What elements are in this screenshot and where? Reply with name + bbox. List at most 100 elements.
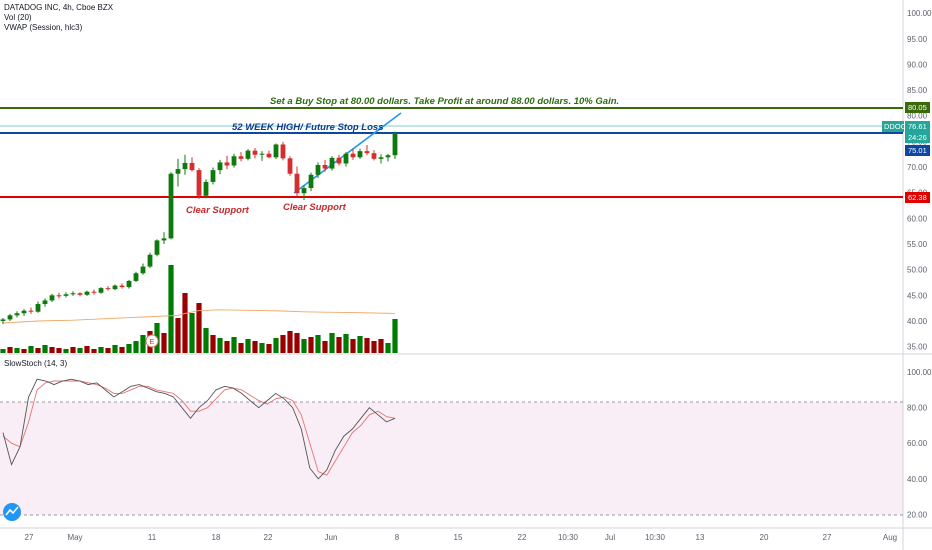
candle-body (301, 188, 307, 194)
candle-body (329, 157, 335, 169)
price-axis-label: 85.00 (907, 86, 928, 95)
stochastic-lines (2, 378, 396, 480)
volume-bar (140, 335, 146, 353)
candle-body (105, 288, 111, 290)
time-axis-label: Jun (325, 533, 338, 542)
candle-body (280, 144, 286, 159)
candle-body (140, 266, 146, 274)
stoch-axis-label: 40.00 (907, 475, 928, 484)
volume-bar (21, 349, 27, 353)
candle-body (385, 155, 391, 158)
price-axis[interactable]: 100.0095.0090.0085.0080.0075.0070.0065.0… (907, 9, 932, 351)
time-axis-label: 15 (454, 533, 463, 542)
candle-body (196, 170, 202, 196)
volume-bar (119, 347, 125, 353)
volume-bar (63, 349, 69, 353)
candle-body (287, 158, 293, 174)
candle-body (168, 173, 174, 239)
volume-bar (357, 336, 363, 353)
volume-bar (98, 347, 104, 353)
candle-body (357, 151, 363, 158)
volume-bar (203, 328, 209, 353)
candle-body (49, 295, 55, 301)
candle-body (210, 170, 216, 182)
volume-bar (133, 341, 139, 353)
volume-bar (343, 334, 349, 353)
earnings-marker-label: E (150, 339, 155, 346)
candle-body (63, 294, 69, 296)
time-axis[interactable]: 27 May 11 18 22 Jun 8 15 22 10:30 Jul 10:30 13 20 27 Au… (25, 533, 898, 542)
volume-bar (14, 348, 20, 353)
price-tag-green: 80.05 (905, 102, 930, 113)
symbol-title[interactable]: DATADOG INC, 4h, Cboe BZX (4, 3, 114, 12)
volume-bar (392, 319, 398, 353)
volume-legend[interactable]: Vol (20) (4, 13, 32, 22)
price-axis-label: 55.00 (907, 240, 928, 249)
candle-body (154, 240, 160, 255)
candle-body (259, 153, 265, 155)
volume-bar (210, 335, 216, 353)
volume-bar (28, 346, 34, 353)
volume-bar (364, 338, 370, 353)
candle-body (203, 181, 209, 196)
price-axis-label: 50.00 (907, 266, 928, 275)
candle-body (371, 153, 377, 159)
time-axis-label: May (67, 533, 82, 542)
price-axis-label: 70.00 (907, 163, 928, 172)
volume-bar (231, 337, 237, 353)
volume-bar (105, 348, 111, 353)
candle-body (70, 293, 76, 295)
time-axis-label: 22 (518, 533, 527, 542)
candle-body (350, 153, 356, 158)
volume-bar (301, 339, 307, 353)
candle-body (175, 169, 181, 174)
bar-countdown-tag: 24:26 (905, 132, 930, 143)
volume-bar (266, 344, 272, 353)
price-axis-label: 80.00 (907, 112, 928, 121)
week52-high-annotation[interactable]: 52 WEEK HIGH/ Future Stop Loss (232, 122, 384, 133)
volume-bars (0, 265, 398, 353)
candle-body (315, 164, 321, 175)
stoch-legend[interactable]: SlowStoch (14, 3) (4, 359, 68, 368)
candle-body (217, 162, 223, 171)
candle-body (294, 173, 300, 194)
support-annotation-1[interactable]: Clear Support (186, 205, 250, 216)
candle-body (91, 291, 97, 293)
price-axis-label: 90.00 (907, 60, 928, 69)
candle-body (84, 291, 90, 295)
volume-bar (126, 344, 132, 353)
candle-body (308, 174, 314, 189)
support-annotation-2[interactable]: Clear Support (283, 202, 347, 213)
tradingview-logo-icon[interactable] (3, 503, 21, 521)
candle-body (336, 157, 342, 164)
volume-bar (112, 345, 118, 353)
buy-stop-annotation[interactable]: Set a Buy Stop at 80.00 dollars. Take Pr… (270, 96, 619, 107)
price-axis-label: 45.00 (907, 291, 928, 300)
volume-bar (70, 347, 76, 353)
price-tag-red: 62.38 (905, 192, 930, 203)
candle-body (392, 133, 398, 156)
price-axis-label: 100.00 (907, 9, 932, 18)
candle-body (42, 300, 48, 305)
svg-text:24:26: 24:26 (908, 133, 927, 142)
candle-body (252, 150, 258, 155)
volume-bar (378, 339, 384, 353)
candle-body (231, 156, 237, 166)
svg-text:76.61: 76.61 (908, 122, 927, 131)
vwap-legend[interactable]: VWAP (Session, hlc3) (4, 23, 83, 32)
candle-body (28, 310, 34, 312)
volume-bar (91, 349, 97, 353)
candle-body (238, 156, 244, 159)
price-tag-last: 76.61 (905, 121, 930, 132)
price-axis-label: 95.00 (907, 35, 928, 44)
time-axis-label: 22 (264, 533, 273, 542)
time-axis-label: 10:30 (645, 533, 666, 542)
price-axis-label: 40.00 (907, 317, 928, 326)
price-axis-label: 35.00 (907, 343, 928, 352)
earnings-marker[interactable] (145, 334, 159, 348)
volume-bar (336, 337, 342, 353)
candle-body (56, 295, 62, 297)
stoch-axis[interactable]: 100.00 80.00 60.00 40.00 20.00 (907, 368, 932, 519)
candle-body (21, 310, 27, 314)
